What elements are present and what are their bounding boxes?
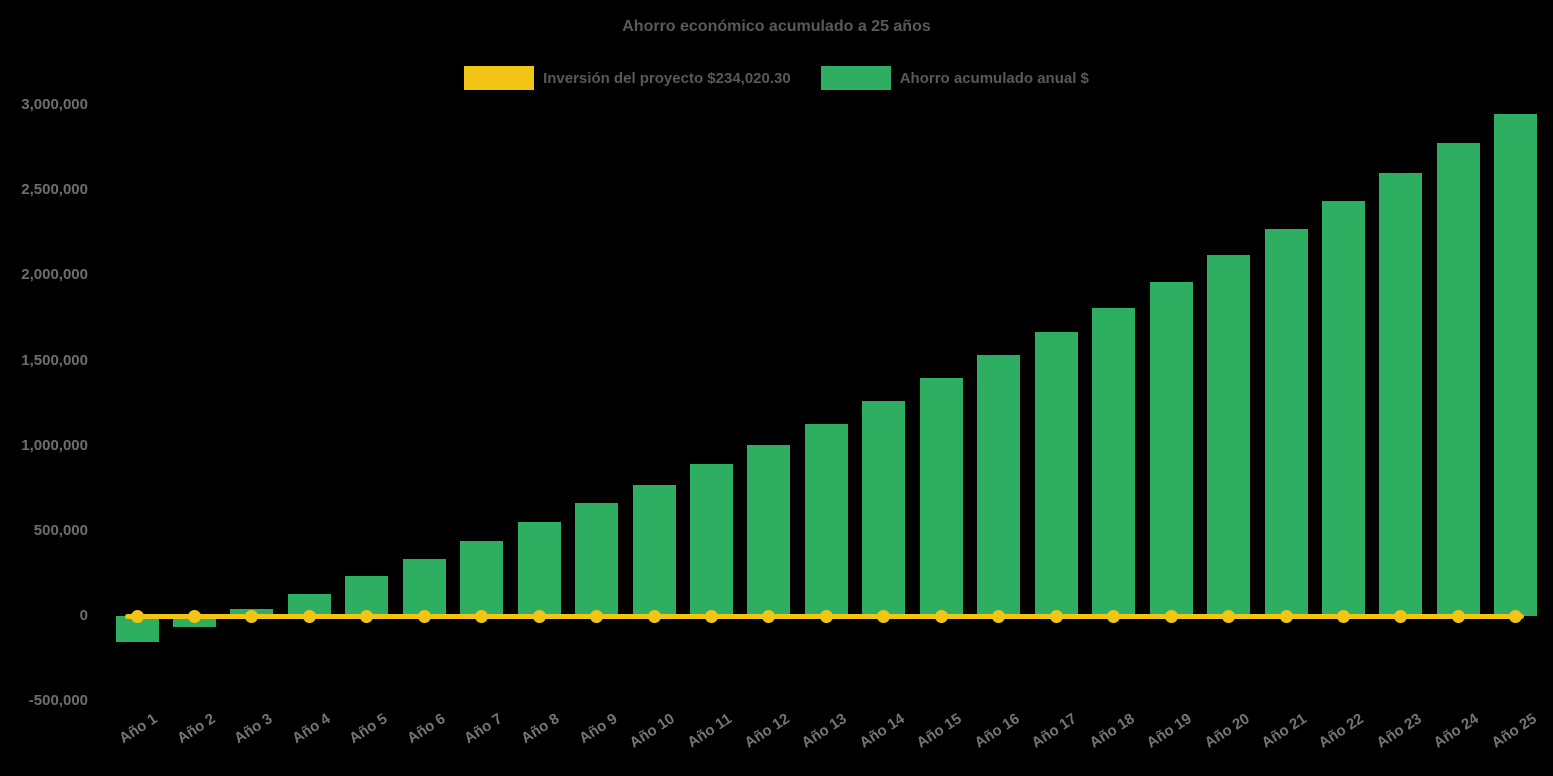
x-tick-label: Año 5 — [346, 710, 391, 748]
x-tick-label: Año 2 — [173, 710, 219, 748]
investment-line-point — [1164, 609, 1178, 623]
savings-bar — [1034, 331, 1078, 616]
savings-legend-swatch — [820, 66, 891, 90]
x-tick-label: Año 11 — [684, 710, 736, 752]
legend: Inversión del proyecto $234,020.30 Ahorr… — [0, 66, 1553, 90]
investment-legend-swatch — [464, 66, 535, 90]
investment-line-point — [1107, 609, 1121, 623]
investment-line-point — [647, 609, 661, 623]
x-tick-label: Año 14 — [856, 710, 908, 752]
x-tick-label: Año 9 — [576, 710, 621, 748]
investment-line-point — [245, 609, 259, 623]
savings-bar — [1149, 282, 1193, 616]
savings-bar — [977, 355, 1021, 616]
x-tick-label: Año 15 — [913, 710, 966, 752]
x-tick-label: Año 13 — [798, 710, 851, 752]
savings-bar — [1379, 173, 1423, 616]
investment-line-point — [130, 609, 144, 623]
x-tick-label: Año 3 — [231, 710, 276, 748]
savings-bar — [345, 575, 389, 616]
investment-line-point — [992, 609, 1006, 623]
savings-bar — [1207, 255, 1251, 616]
investment-line-point — [302, 609, 316, 623]
investment-line-point — [187, 609, 201, 623]
y-tick-label: 1,500,000 — [21, 351, 88, 369]
y-tick-label: -500,000 — [28, 692, 88, 710]
savings-bar — [1494, 113, 1538, 616]
y-tick-label: 3,000,000 — [21, 96, 88, 114]
investment-line-point — [417, 609, 431, 623]
savings-bar — [919, 378, 963, 616]
y-tick-label: 500,000 — [33, 521, 88, 539]
x-tick-label: Año 20 — [1201, 710, 1253, 752]
savings-bar — [632, 484, 676, 616]
x-tick-label: Año 25 — [1488, 710, 1540, 752]
x-tick-label: Año 12 — [741, 710, 793, 752]
investment-legend-label: Inversión del proyecto $234,020.30 — [543, 69, 791, 87]
savings-bar — [517, 522, 561, 616]
savings-bar — [460, 541, 504, 616]
investment-line-point — [1394, 609, 1408, 623]
savings-bar — [690, 464, 733, 616]
y-tick-label: 2,500,000 — [21, 181, 88, 199]
investment-line-point — [532, 609, 546, 623]
investment-line-point — [1222, 609, 1236, 623]
x-tick-label: Año 22 — [1315, 710, 1368, 752]
x-tick-label: Año 23 — [1373, 710, 1425, 752]
savings-bar — [1321, 201, 1365, 616]
y-tick-label: 1,000,000 — [21, 436, 88, 454]
x-tick-label: Año 16 — [971, 710, 1023, 752]
investment-line-point — [1336, 609, 1350, 623]
savings-bar — [1092, 307, 1136, 616]
savings-bar — [1264, 228, 1308, 616]
investment-line-point — [360, 609, 374, 623]
x-tick-label: Año 17 — [1028, 710, 1080, 752]
y-tick-label: 2,000,000 — [21, 266, 88, 284]
x-tick-label: Año 18 — [1086, 710, 1138, 752]
investment-line-point — [1509, 609, 1523, 623]
chart-title: Ahorro económico acumulado a 25 años — [622, 18, 931, 35]
savings-bar — [747, 444, 791, 616]
x-tick-label: Año 1 — [116, 710, 161, 748]
x-tick-label: Año 6 — [403, 710, 448, 748]
investment-line-point — [1451, 609, 1465, 623]
savings-bar — [862, 400, 906, 616]
investment-line-point — [762, 609, 776, 623]
investment-line-point — [1279, 609, 1293, 623]
x-tick-label: Año 24 — [1430, 710, 1483, 752]
investment-line-point — [934, 609, 948, 623]
investment-line-point — [705, 609, 718, 623]
x-tick-label: Año 19 — [1143, 710, 1195, 752]
savings-bar — [575, 502, 619, 616]
savings-bar — [1436, 143, 1480, 616]
x-tick-label: Año 8 — [518, 710, 563, 748]
investment-line-point — [877, 609, 891, 623]
savings-bar — [804, 423, 848, 616]
x-tick-label: Año 21 — [1258, 710, 1310, 752]
savings-bar — [287, 593, 331, 616]
legend-item-investment[interactable]: Inversión del proyecto $234,020.30 — [464, 66, 791, 90]
savings-legend-label: Ahorro acumulado anual $ — [899, 69, 1089, 87]
investment-line-point — [590, 609, 604, 623]
x-tick-label: Año 10 — [626, 710, 678, 752]
savings-bar — [402, 558, 446, 616]
investment-line-point — [475, 609, 489, 623]
y-tick-label: 0 — [79, 607, 88, 624]
x-tick-label: Año 4 — [288, 710, 334, 748]
x-tick-label: Año 7 — [461, 710, 506, 748]
investment-line-point — [819, 609, 833, 623]
legend-item-savings[interactable]: Ahorro acumulado anual $ — [820, 66, 1089, 90]
investment-line-point — [1049, 609, 1063, 623]
